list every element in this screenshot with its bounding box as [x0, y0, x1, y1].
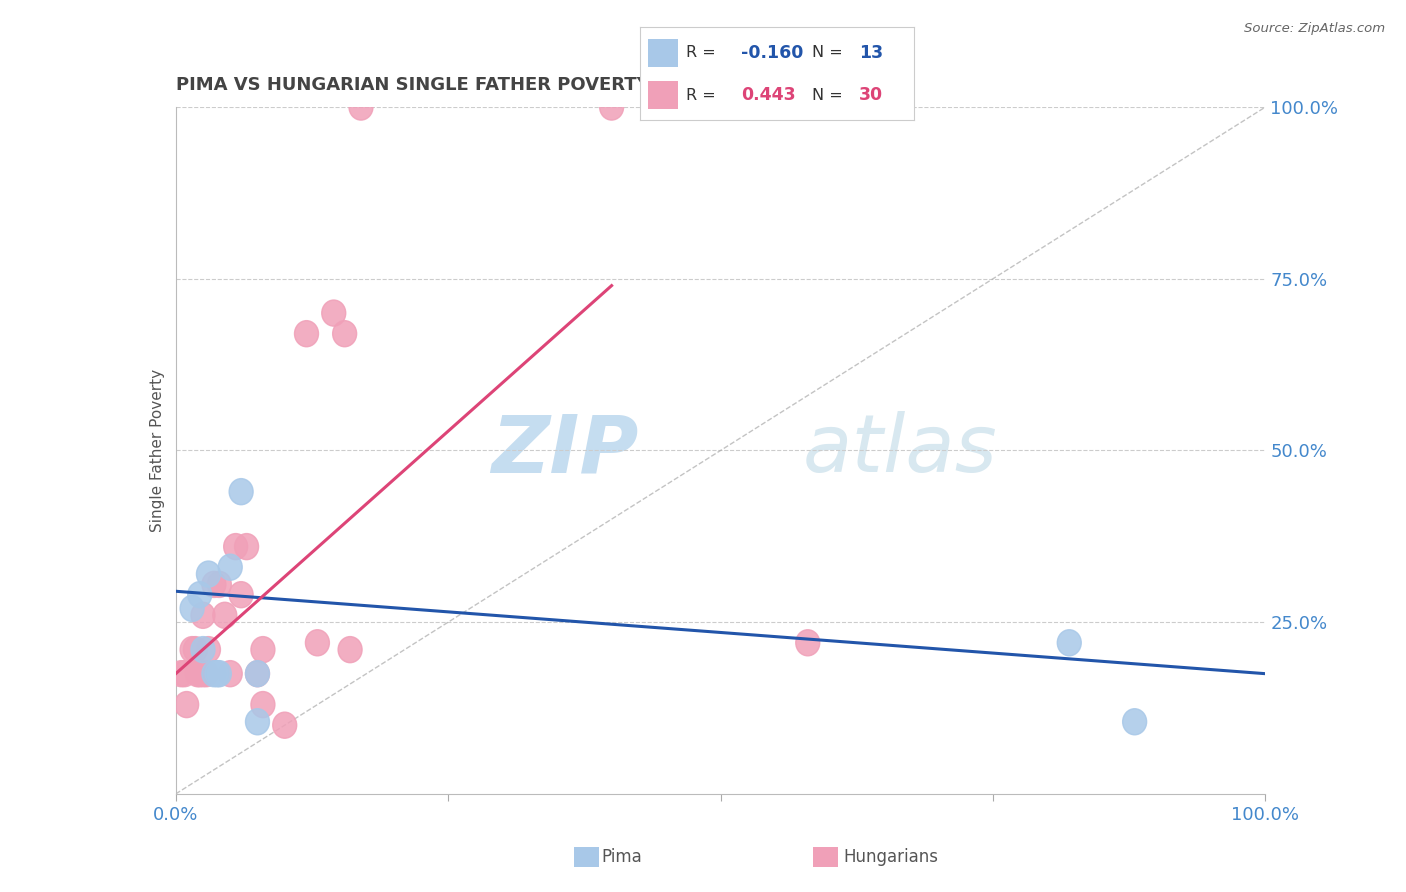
Ellipse shape	[191, 602, 215, 628]
Ellipse shape	[333, 320, 357, 347]
Text: PIMA VS HUNGARIAN SINGLE FATHER POVERTY CORRELATION CHART: PIMA VS HUNGARIAN SINGLE FATHER POVERTY …	[176, 77, 870, 95]
Y-axis label: Single Father Poverty: Single Father Poverty	[149, 369, 165, 532]
Ellipse shape	[250, 691, 276, 718]
Text: Pima: Pima	[602, 848, 643, 866]
Ellipse shape	[191, 637, 215, 663]
Ellipse shape	[246, 661, 270, 687]
Ellipse shape	[183, 637, 207, 663]
Ellipse shape	[180, 595, 204, 622]
Ellipse shape	[796, 630, 820, 656]
Ellipse shape	[188, 582, 212, 607]
Ellipse shape	[169, 661, 193, 687]
Ellipse shape	[246, 661, 270, 687]
Text: Source: ZipAtlas.com: Source: ZipAtlas.com	[1244, 22, 1385, 36]
Ellipse shape	[174, 691, 198, 718]
Ellipse shape	[246, 709, 270, 735]
Ellipse shape	[250, 637, 276, 663]
Ellipse shape	[229, 479, 253, 505]
Text: ZIP: ZIP	[492, 411, 638, 490]
Ellipse shape	[207, 661, 232, 687]
Text: atlas: atlas	[803, 411, 997, 490]
Ellipse shape	[235, 533, 259, 559]
Ellipse shape	[180, 637, 204, 663]
Ellipse shape	[224, 533, 247, 559]
FancyBboxPatch shape	[648, 39, 678, 67]
Ellipse shape	[212, 602, 236, 628]
Ellipse shape	[205, 661, 229, 687]
FancyBboxPatch shape	[648, 81, 678, 109]
Ellipse shape	[173, 661, 197, 687]
Ellipse shape	[218, 661, 242, 687]
Ellipse shape	[197, 561, 221, 587]
Ellipse shape	[202, 572, 226, 598]
Ellipse shape	[194, 661, 218, 687]
Text: N =: N =	[813, 87, 844, 103]
Ellipse shape	[191, 661, 215, 687]
Ellipse shape	[202, 661, 226, 687]
Text: R =: R =	[686, 87, 716, 103]
Ellipse shape	[229, 582, 253, 607]
Ellipse shape	[322, 300, 346, 326]
Ellipse shape	[188, 661, 212, 687]
Text: 0.443: 0.443	[741, 87, 796, 104]
Ellipse shape	[197, 637, 221, 663]
Ellipse shape	[207, 572, 232, 598]
Text: N =: N =	[813, 45, 844, 61]
Ellipse shape	[1057, 630, 1081, 656]
Text: Hungarians: Hungarians	[844, 848, 939, 866]
Text: 13: 13	[859, 44, 883, 62]
Text: -0.160: -0.160	[741, 44, 804, 62]
Ellipse shape	[337, 637, 363, 663]
Ellipse shape	[349, 94, 373, 120]
Ellipse shape	[186, 661, 209, 687]
Ellipse shape	[218, 554, 242, 581]
Ellipse shape	[273, 712, 297, 739]
Ellipse shape	[1122, 709, 1147, 735]
Text: R =: R =	[686, 45, 716, 61]
Text: 30: 30	[859, 87, 883, 104]
Ellipse shape	[599, 94, 624, 120]
Ellipse shape	[305, 630, 329, 656]
Ellipse shape	[294, 320, 319, 347]
